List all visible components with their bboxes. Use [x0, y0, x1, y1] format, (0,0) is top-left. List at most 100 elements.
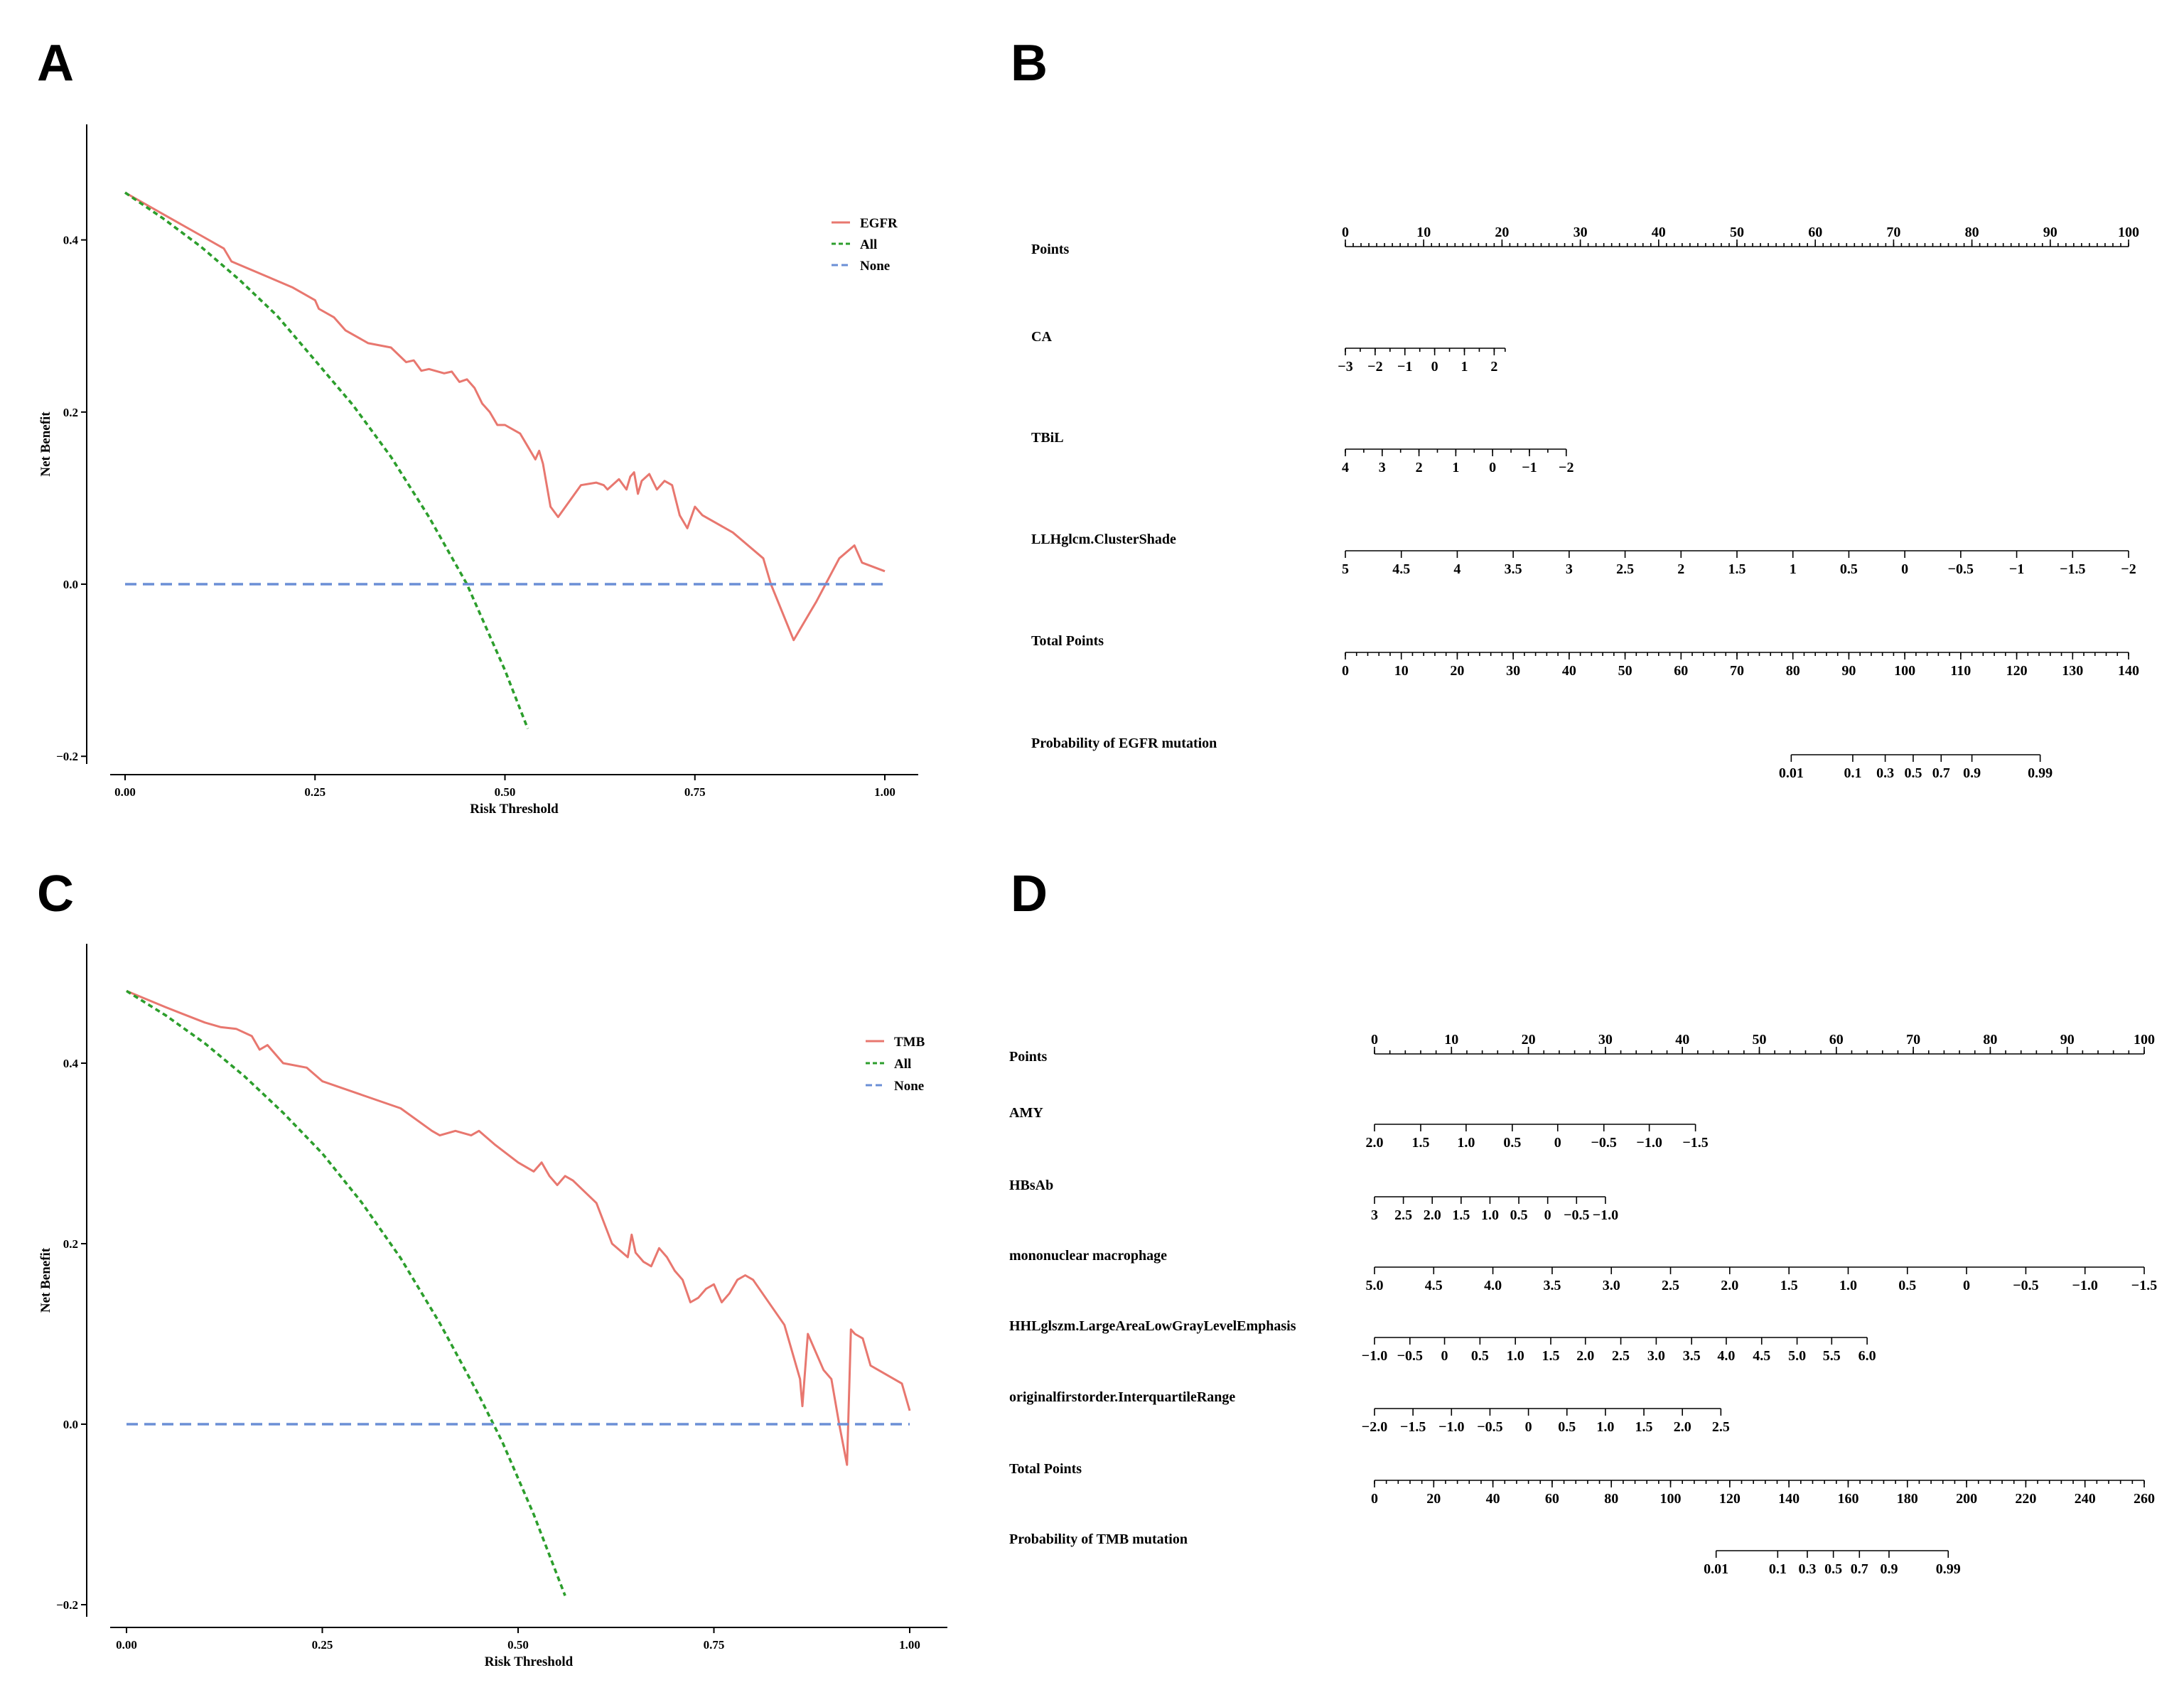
nomogram-tick-label: 120	[2006, 663, 2028, 679]
x-tick-label: 0.00	[116, 1638, 137, 1652]
nomogram-tick-label: 30	[1506, 663, 1520, 679]
nomogram-row-label: Total Points	[1009, 1461, 1082, 1477]
nomogram-row-label: CA	[1031, 329, 1052, 345]
nomogram-tick-label: 4	[1453, 561, 1461, 577]
nomogram-tick-label: 70	[1730, 663, 1744, 679]
x-tick-label: 0.00	[114, 785, 136, 799]
nomogram-row-label: Points	[1031, 242, 1070, 257]
nomogram-tick-label: 220	[2015, 1491, 2036, 1507]
nomogram-tick-label: −1.5	[1682, 1135, 1708, 1151]
nomogram-tick-label: 2.0	[1674, 1419, 1691, 1435]
nomogram-tick-label: 80	[1983, 1032, 1997, 1048]
nomogram-tick-label: −0.5	[2013, 1278, 2038, 1293]
series-line-all	[124, 191, 529, 730]
nomogram-tick-label: 1.5	[1542, 1348, 1560, 1364]
nomogram-tick-label: 100	[1660, 1491, 1682, 1507]
nomogram-tick-label: 2	[1490, 359, 1497, 375]
panel-letter-c: C	[37, 866, 74, 922]
nomogram-tick-label: 1.5	[1411, 1135, 1429, 1151]
nomogram-tick-label: 50	[1753, 1032, 1767, 1048]
nomogram-tick-label: 40	[1486, 1491, 1500, 1507]
nomogram-row-label: Points	[1009, 1049, 1048, 1065]
nomogram-tick-label: 20	[1450, 663, 1464, 679]
nomogram-tick-label: 50	[1730, 225, 1744, 240]
nomogram-tick-label: 5.5	[1823, 1348, 1841, 1364]
nomogram-tick-label: 0.1	[1844, 765, 1861, 781]
nomogram-row-label: originalfirstorder.InterquartileRange	[1009, 1389, 1235, 1405]
nomogram-tick-label: 3	[1371, 1207, 1378, 1223]
nomogram-tick-label: 1	[1452, 460, 1459, 475]
nomogram-tick-label: 0.9	[1963, 765, 1981, 781]
nomogram-tick-label: 160	[1837, 1491, 1858, 1507]
nomogram-tick-label: 3	[1379, 460, 1386, 475]
nomogram-tick-label: 0	[1371, 1032, 1378, 1048]
y-tick-label: 0.2	[63, 406, 78, 419]
nomogram-tick-label: 4.0	[1484, 1278, 1502, 1293]
nomogram-tick-label: 2.5	[1394, 1207, 1412, 1223]
y-tick-label: 0.0	[63, 1418, 78, 1431]
nomogram-tick-label: 0.1	[1769, 1561, 1787, 1577]
nomogram-tick-label: 3.0	[1647, 1348, 1665, 1364]
nomogram-tick-label: −0.5	[1948, 561, 1974, 577]
nomogram-tick-label: 100	[2134, 1032, 2155, 1048]
nomogram-tick-label: 80	[1965, 225, 1979, 240]
nomogram-tick-label: 3.0	[1603, 1278, 1620, 1293]
nomogram-tick-label: 2.5	[1712, 1419, 1730, 1435]
nomogram-tick-label: 30	[1574, 225, 1588, 240]
nomogram-tick-label: 0.3	[1876, 765, 1894, 781]
nomogram-tick-label: 4.5	[1753, 1348, 1770, 1364]
nomogram-tick-label: 2.0	[1366, 1135, 1384, 1151]
nomogram-tick-label: 80	[1604, 1491, 1618, 1507]
nomogram-tick-label: 1.5	[1780, 1278, 1798, 1293]
nomogram-tick-label: 40	[1562, 663, 1576, 679]
nomogram-tick-label: −2	[1559, 460, 1574, 475]
nomogram-tick-label: 3	[1566, 561, 1573, 577]
nomogram-tick-label: 3.5	[1543, 1278, 1561, 1293]
nomogram-tick-label: −3	[1338, 359, 1352, 375]
nomogram-tick-label: −0.5	[1477, 1419, 1502, 1435]
nomogram-tick-label: 130	[2062, 663, 2083, 679]
nomogram-tick-label: 240	[2075, 1491, 2096, 1507]
legend-label-tmb: TMB	[894, 1035, 925, 1050]
nomogram-row-label: mononuclear macrophage	[1009, 1248, 1167, 1264]
nomogram-tick-label: 0	[1441, 1348, 1448, 1364]
nomogram-tick-label: 120	[1719, 1491, 1741, 1507]
nomogram-tick-label: 0.3	[1798, 1561, 1816, 1577]
nomogram-tick-label: 2.5	[1662, 1278, 1679, 1293]
nomogram-tick-label: 2	[1677, 561, 1684, 577]
nomogram-row-label: Probability of TMB mutation	[1009, 1531, 1188, 1547]
nomogram-tick-label: 40	[1652, 225, 1666, 240]
nomogram-tick-label: 4	[1342, 460, 1349, 475]
nomogram-tick-label: 100	[1894, 663, 1915, 679]
x-tick-label: 1.00	[874, 785, 895, 799]
nomogram-tick-label: 0.99	[2028, 765, 2053, 781]
nomogram-tick-label: 60	[1829, 1032, 1844, 1048]
nomogram-tick-label: 260	[2134, 1491, 2155, 1507]
nomogram-tick-label: −1	[2009, 561, 2024, 577]
nomogram-tick-label: 1.5	[1728, 561, 1746, 577]
x-tick-label: 0.50	[507, 1638, 529, 1652]
nomogram-tick-label: 5	[1342, 561, 1349, 577]
nomogram-tick-label: 70	[1886, 225, 1900, 240]
nomogram-tick-label: 30	[1598, 1032, 1613, 1048]
x-tick-label: 0.25	[304, 785, 326, 799]
y-tick-label: 0.4	[63, 234, 79, 247]
y-tick-label: −0.2	[56, 1598, 78, 1612]
series-line-tmb	[126, 990, 911, 1466]
x-axis-title: Risk Threshold	[485, 1654, 574, 1669]
legend-label-all: All	[894, 1057, 911, 1072]
nomogram-tick-label: 4.5	[1392, 561, 1410, 577]
nomogram-tick-label: −2	[2121, 561, 2136, 577]
nomogram-tick-label: 0	[1431, 359, 1438, 375]
nomogram-tick-label: 20	[1426, 1491, 1441, 1507]
nomogram-tick-label: 100	[2118, 225, 2139, 240]
nomogram-tick-label: 0	[1489, 460, 1496, 475]
y-axis-title: Net Benefit	[38, 411, 53, 477]
nomogram-tick-label: 1	[1461, 359, 1468, 375]
nomogram-row-label: AMY	[1009, 1105, 1043, 1121]
nomogram-tick-label: 200	[1956, 1491, 1977, 1507]
series-line-egfr	[124, 191, 886, 642]
nomogram-tick-label: 2.0	[1424, 1207, 1441, 1223]
